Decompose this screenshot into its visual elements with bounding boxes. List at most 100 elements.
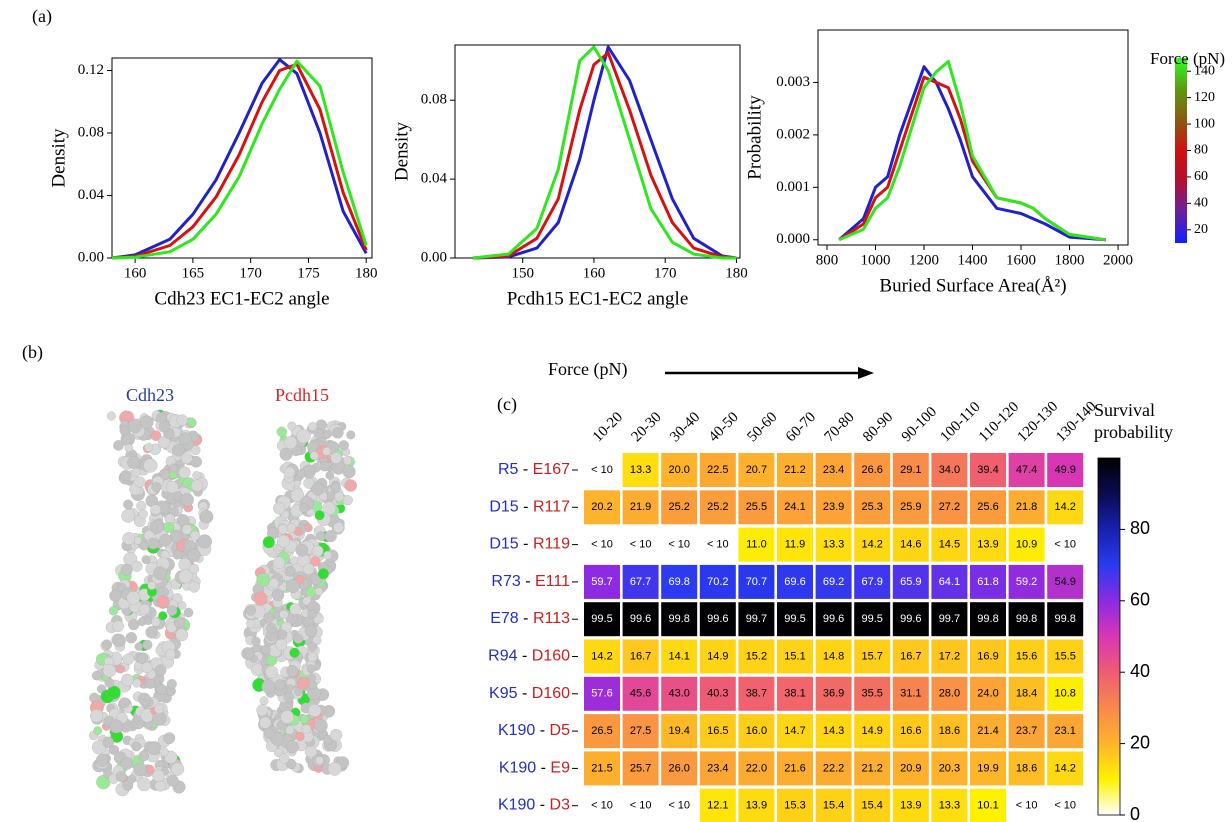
cell-label: 17.2: [939, 650, 960, 662]
atom: [143, 640, 153, 650]
x-tick-label: 165: [182, 265, 205, 281]
atom: [144, 443, 152, 451]
cell-label: 27.2: [939, 501, 960, 513]
cell-label: 23.7: [1016, 725, 1037, 737]
x-tick-label: 1400: [958, 252, 988, 268]
atom: [330, 482, 340, 492]
atom: [102, 640, 112, 650]
cell-label: 15.7: [861, 650, 882, 662]
molecule-images: [89, 410, 357, 796]
cell-label: 21.9: [630, 501, 651, 513]
cell-label: 14.2: [1054, 501, 1075, 513]
atom: [290, 603, 302, 615]
row-label-separator: -: [540, 722, 545, 739]
atom: [305, 625, 317, 637]
cell-label: 99.6: [707, 613, 728, 625]
colorbar-tick-label: 80: [1130, 518, 1150, 538]
atom: [187, 418, 196, 427]
atom: [165, 649, 175, 659]
atom: [182, 525, 192, 535]
y-tick-label: 0.08: [421, 92, 447, 108]
atom: [277, 535, 290, 548]
atom: [314, 428, 324, 438]
atom: [127, 775, 135, 783]
cell-label: 14.7: [784, 725, 805, 737]
column-label: 60-70: [783, 409, 819, 445]
cell-label: 99.8: [977, 613, 998, 625]
cell-label: 18.6: [1016, 762, 1037, 774]
cell-label: 25.9: [900, 501, 921, 513]
atom: [315, 510, 325, 520]
atom: [146, 626, 158, 638]
atom: [121, 674, 133, 686]
cell-label: 12.1: [707, 800, 728, 812]
y-tick-label: 0.00: [421, 249, 447, 265]
atom: [257, 704, 269, 716]
atom: [132, 468, 141, 477]
atom: [135, 477, 146, 488]
atom: [297, 469, 306, 478]
cell-label: 43.0: [668, 688, 689, 700]
atom: [343, 495, 353, 505]
colorbar: [1175, 58, 1187, 243]
atom: [174, 617, 185, 628]
row-label: K190 - D3: [498, 797, 570, 814]
plot-frame: [455, 45, 740, 258]
atom: [181, 493, 194, 506]
row-label-left: K190: [498, 722, 535, 739]
cell-label: 59.2: [1016, 576, 1037, 588]
cell-label: 16.5: [707, 725, 728, 737]
atom: [119, 698, 129, 708]
cell-label: 39.4: [977, 464, 998, 476]
colorbar-tick-label: 20: [1130, 732, 1150, 752]
row-label-left: E78: [490, 610, 519, 627]
cell-label: 69.2: [823, 576, 844, 588]
y-axis-label: Density: [48, 128, 69, 188]
cell-label: 14.5: [939, 539, 960, 551]
cell-label: 25.6: [977, 501, 998, 513]
atom: [287, 523, 296, 532]
atom: [284, 467, 295, 478]
cell-label: 14.3: [823, 725, 844, 737]
atom: [257, 573, 270, 586]
cell-label: 99.5: [861, 613, 882, 625]
y-tick-label: 0.000: [776, 231, 810, 247]
cell-label: < 10: [1054, 539, 1076, 551]
column-label: 20-30: [629, 409, 665, 445]
cell-label: 28.0: [939, 688, 960, 700]
row-label: R5 - E167: [498, 461, 570, 478]
cell-label: 99.6: [630, 613, 651, 625]
arrow-head: [858, 367, 874, 379]
atom: [127, 456, 140, 469]
row-label: R73 - E111: [491, 573, 570, 590]
atom: [142, 555, 151, 564]
cell-label: 14.2: [591, 650, 612, 662]
cell-label: 54.9: [1054, 576, 1075, 588]
atom: [297, 677, 309, 689]
atom: [133, 679, 141, 687]
row-label: K190 - D5: [498, 722, 570, 739]
cell-label: 24.1: [784, 501, 805, 513]
row-label-separator: -: [525, 573, 530, 590]
atom: [191, 480, 203, 492]
cell-label: 10.1: [977, 800, 998, 812]
x-tick-label: 170: [239, 265, 262, 281]
atom: [103, 737, 114, 748]
atom: [273, 557, 285, 569]
colorbar-tick-label: 40: [1130, 661, 1150, 681]
cell-label: < 10: [668, 800, 690, 812]
atom: [116, 665, 124, 673]
atom: [163, 732, 174, 743]
cell-label: 38.7: [746, 688, 767, 700]
atom: [152, 482, 162, 492]
row-label-right: E167: [533, 461, 570, 478]
colorbar-tick-label: 100: [1194, 116, 1215, 131]
row-label-separator: -: [523, 536, 528, 553]
row-label: D15 - R119: [489, 536, 570, 553]
cell-label: 35.5: [861, 688, 882, 700]
cell-label: < 10: [1054, 800, 1076, 812]
cell-label: 21.2: [784, 464, 805, 476]
atom: [105, 678, 115, 688]
atom: [299, 503, 308, 512]
atom: [131, 742, 140, 751]
